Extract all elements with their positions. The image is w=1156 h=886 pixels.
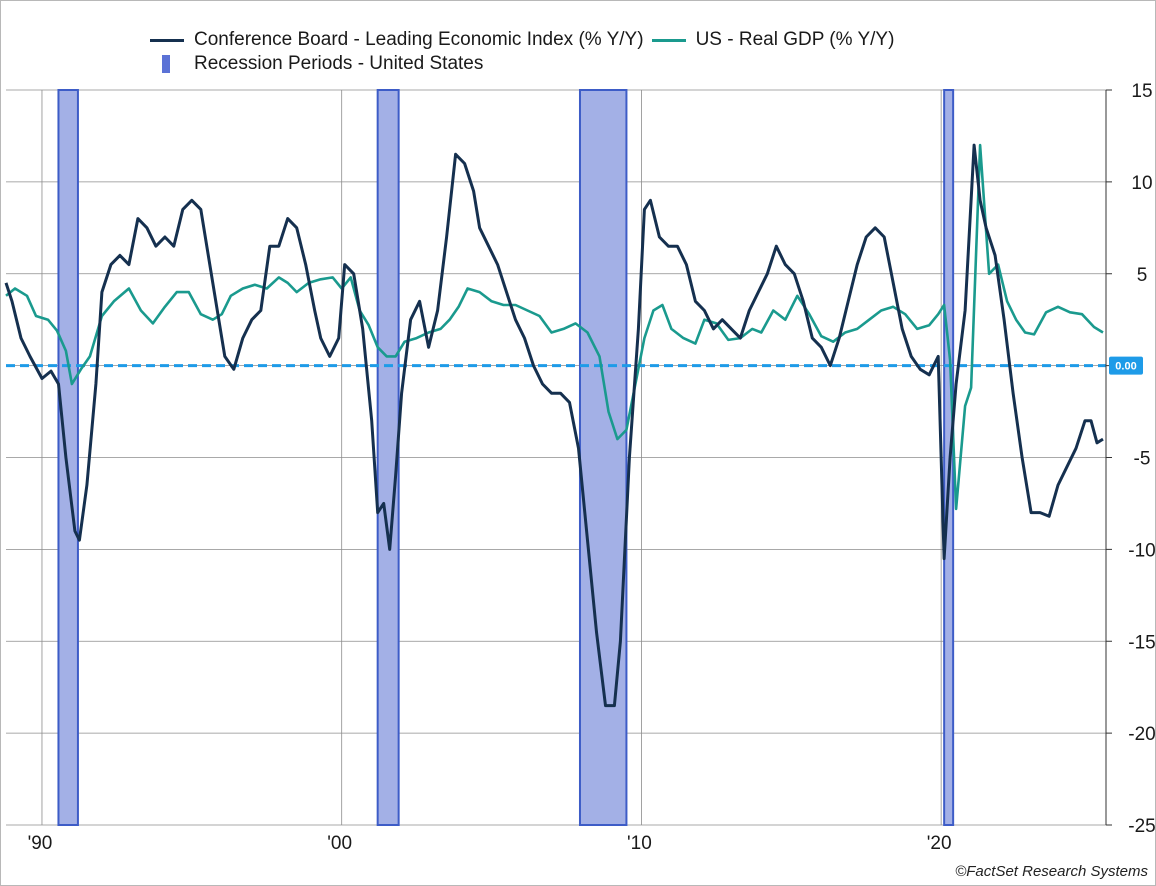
- legend-swatch-recession: [162, 55, 170, 73]
- legend-label-lei: Conference Board - Leading Economic Inde…: [194, 29, 644, 50]
- legend-label-gdp: US - Real GDP (% Y/Y): [695, 29, 895, 50]
- series-line-lei: [4, 143, 1104, 708]
- source-credit: ©FactSet Research Systems: [955, 863, 1148, 880]
- x-tick-label: '00: [327, 833, 352, 854]
- recession-band: [376, 89, 400, 826]
- y-tick-label: -20: [1128, 724, 1155, 745]
- y-tick-label: 10: [1131, 173, 1152, 194]
- y-tick-label: 5: [1137, 265, 1148, 286]
- legend-swatch-lei: [150, 38, 184, 42]
- zero-value-badge: [1109, 356, 1143, 375]
- recession-band: [57, 89, 79, 826]
- legend-label-recession: Recession Periods - United States: [194, 53, 484, 74]
- legend-item-gdp: US - Real GDP (% Y/Y): [651, 29, 895, 51]
- x-tick-label: '90: [28, 833, 53, 854]
- y-tick-label: 15: [1131, 81, 1152, 102]
- recession-band: [578, 89, 628, 826]
- series-line-gdp: [5, 143, 1104, 511]
- legend-row-2: Recession Periods - United States: [150, 52, 902, 76]
- y-tick-label: -5: [1134, 449, 1151, 470]
- legend-row-1: Conference Board - Leading Economic Inde…: [150, 28, 902, 52]
- y-tick-label: -15: [1128, 632, 1155, 653]
- x-tick-label: '20: [927, 833, 952, 854]
- legend: Conference Board - Leading Economic Inde…: [150, 28, 902, 76]
- zero-value-badge-label: 0.00: [1115, 361, 1136, 373]
- legend-swatch-gdp: [651, 38, 686, 42]
- legend-item-recession: Recession Periods - United States: [150, 53, 483, 75]
- x-tick-label: '10: [627, 833, 652, 854]
- legend-item-lei: Conference Board - Leading Economic Inde…: [150, 29, 644, 51]
- y-tick-label: -25: [1128, 816, 1155, 837]
- y-tick-label: -10: [1128, 540, 1155, 561]
